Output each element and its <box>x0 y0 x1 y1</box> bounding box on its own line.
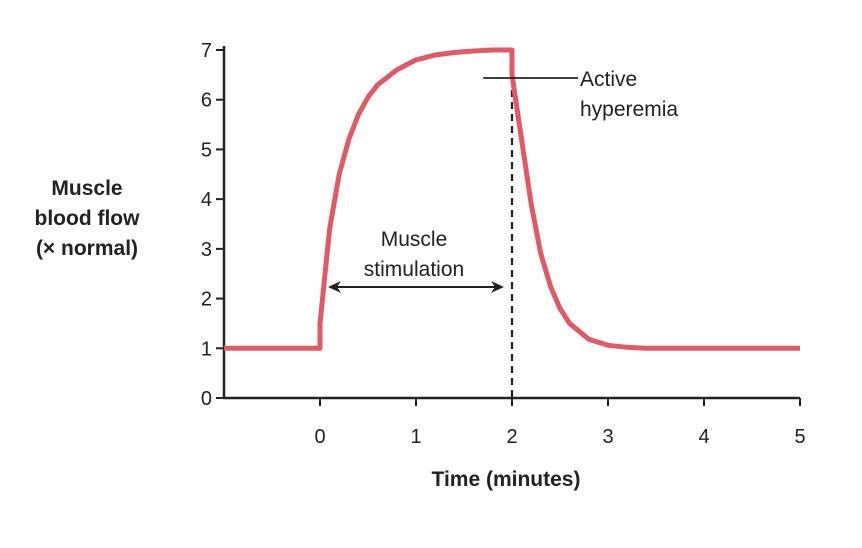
y-tick-label-7: 7 <box>201 40 212 62</box>
y-axis-ticks: 0 1 2 3 4 5 6 7 <box>201 40 224 410</box>
blood-flow-curve <box>224 47 800 351</box>
y-tick-label-0: 0 <box>201 388 212 410</box>
stimulation-arrowhead-right <box>491 281 504 293</box>
x-tick-label-1: 1 <box>410 426 421 448</box>
y-tick-label-6: 6 <box>201 90 212 112</box>
x-tick-label-3: 3 <box>602 426 613 448</box>
x-tick-label-5: 5 <box>794 426 805 448</box>
hyperemia-label-line-1: Active <box>580 68 637 91</box>
x-tick-label-2: 2 <box>506 426 517 448</box>
y-axis-title-line-2: blood flow <box>35 207 141 230</box>
stimulation-label-line-2: stimulation <box>364 258 464 281</box>
stimulation-label-line-1: Muscle <box>381 228 448 251</box>
y-tick-label-2: 2 <box>201 289 212 311</box>
y-tick-label-1: 1 <box>201 338 212 360</box>
x-tick-label-4: 4 <box>698 426 709 448</box>
x-axis-title: Time (minutes) <box>432 468 581 491</box>
y-tick-label-4: 4 <box>201 189 212 211</box>
x-tick-label-0: 0 <box>314 426 325 448</box>
y-axis-title-line-3: (× normal) <box>36 237 138 260</box>
stimulation-arrow <box>328 281 504 293</box>
y-tick-label-3: 3 <box>201 239 212 261</box>
hyperemia-label-line-2: hyperemia <box>580 98 678 121</box>
y-tick-label-5: 5 <box>201 139 212 161</box>
stimulation-arrowhead-left <box>328 281 341 293</box>
y-axis-title-line-1: Muscle <box>51 177 122 200</box>
x-axis-ticks: 0 1 2 3 4 5 <box>314 398 806 448</box>
